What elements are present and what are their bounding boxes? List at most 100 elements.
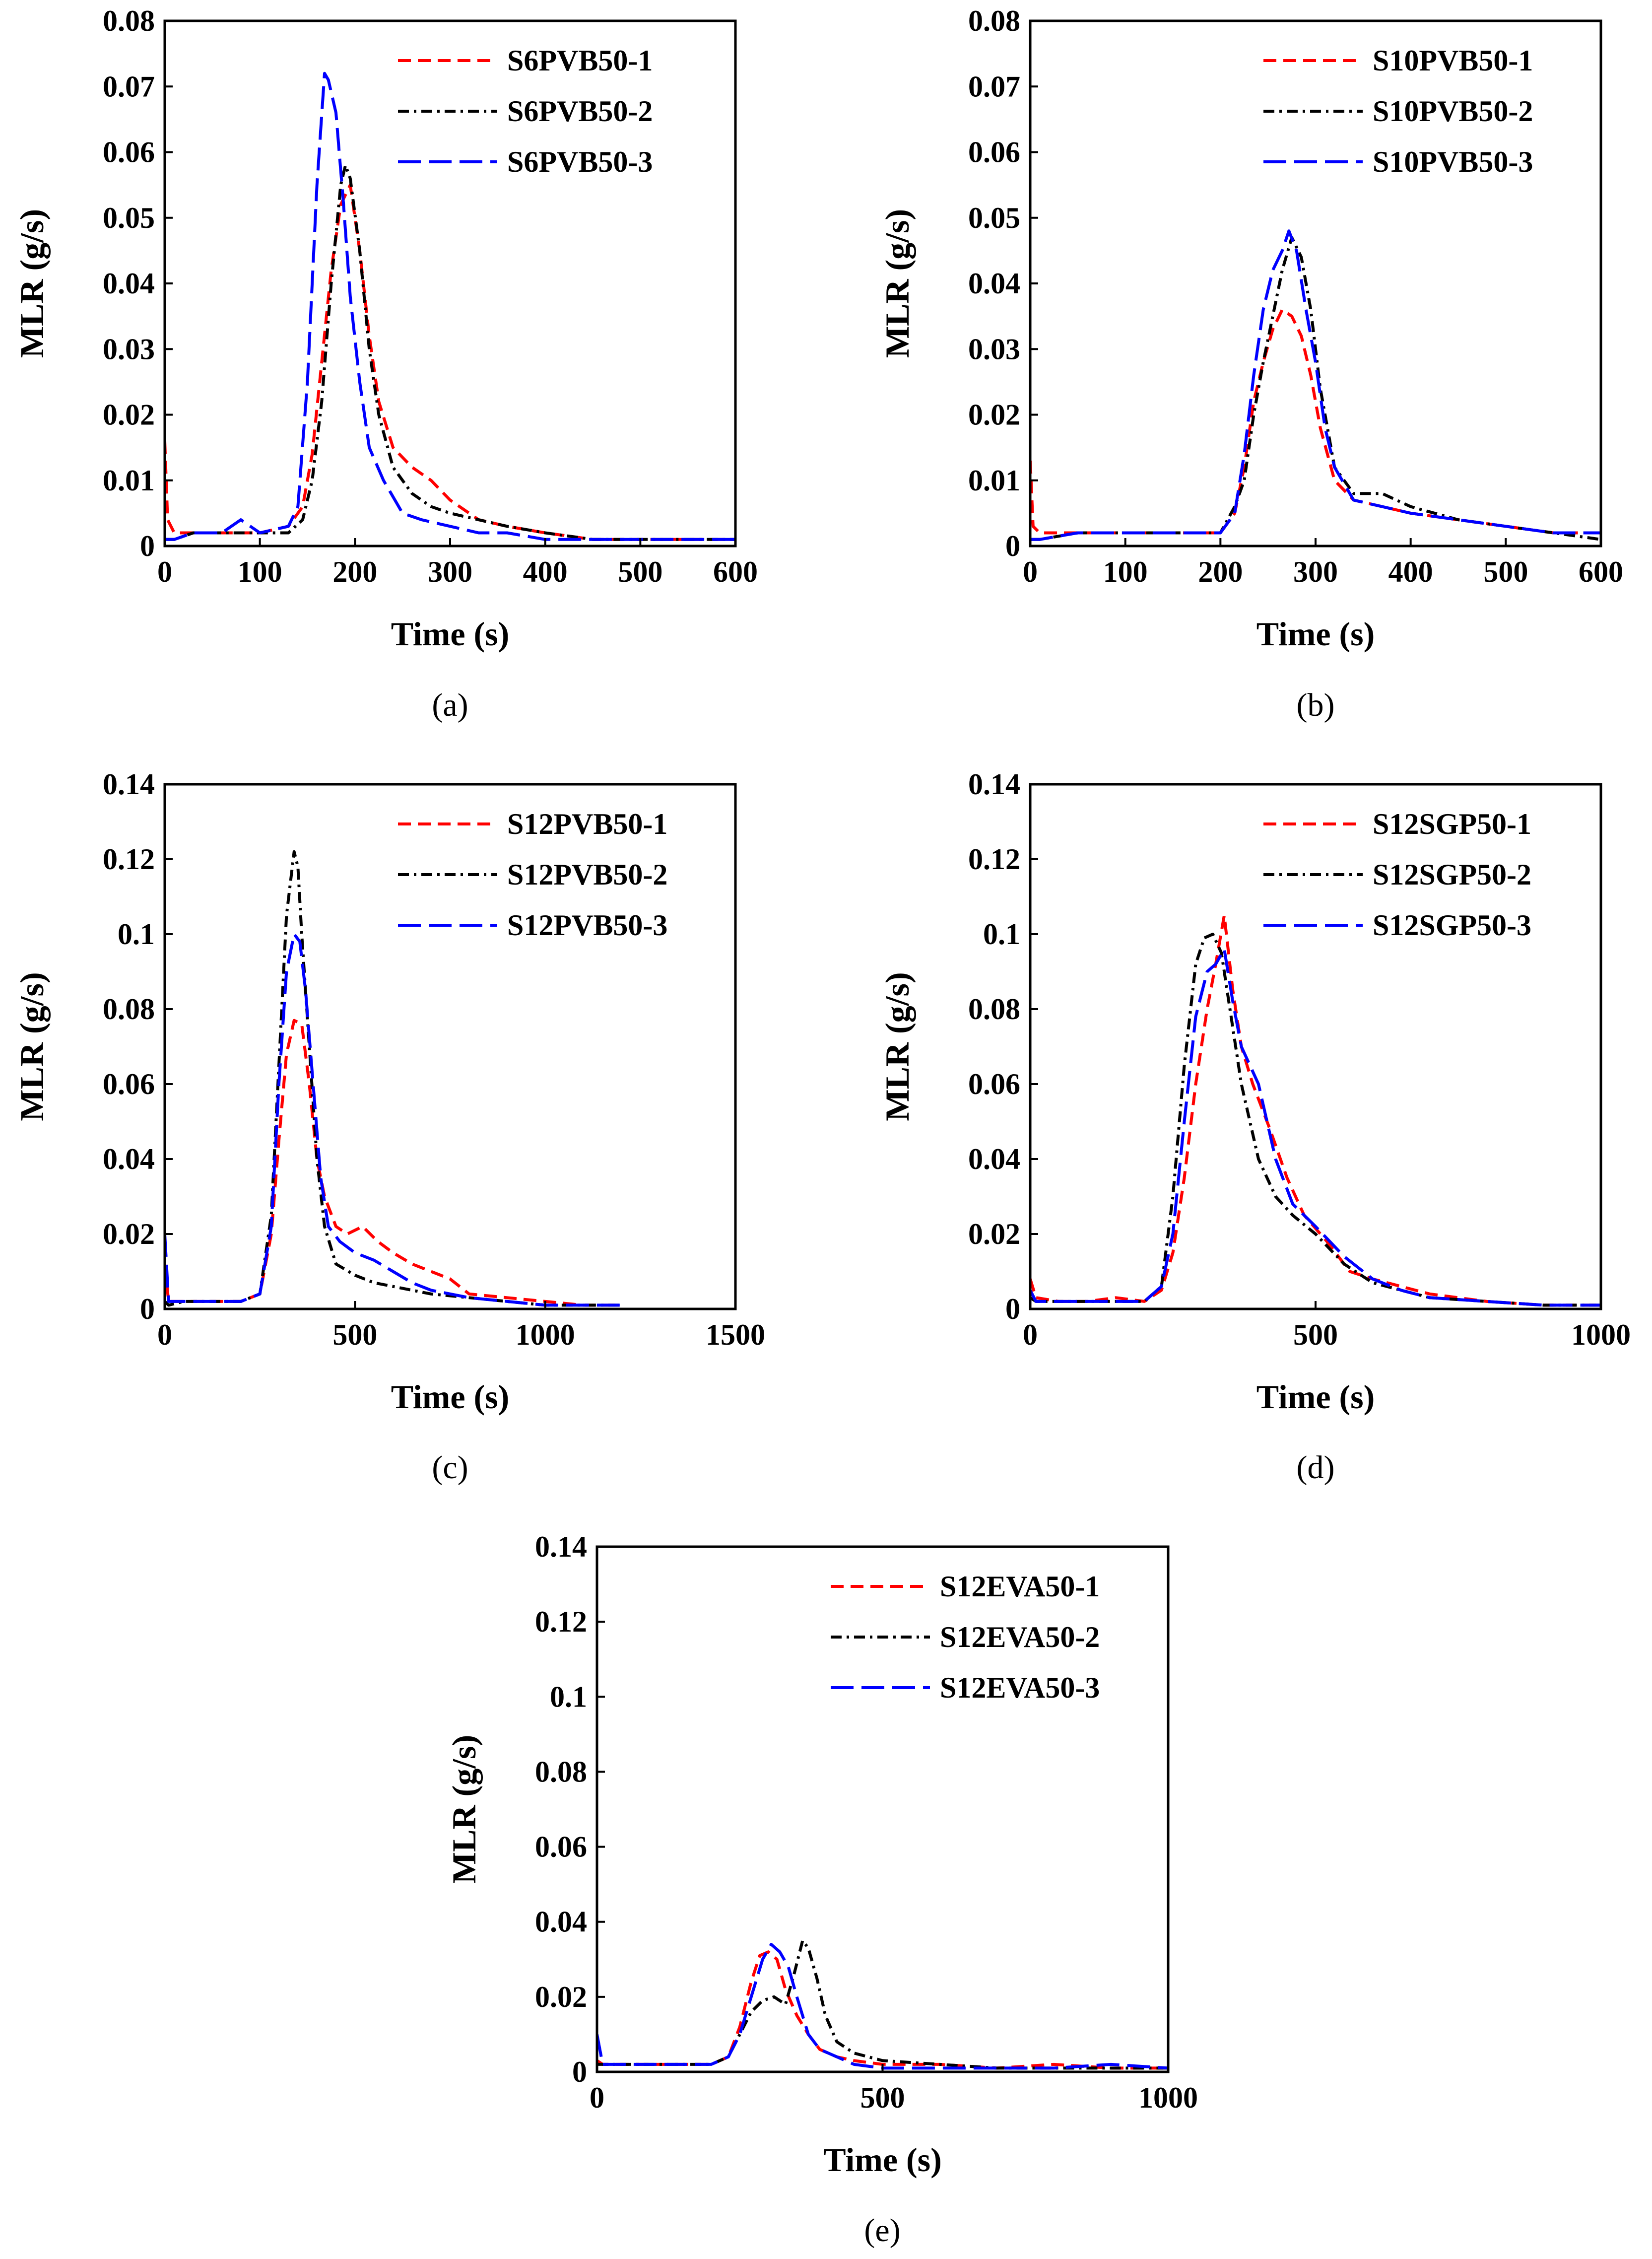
legend: S6PVB50-1 S6PVB50-2 S6PVB50-3 (398, 44, 653, 178)
series-line-2 (1030, 933, 1601, 1307)
y-tick-label: 0.07 (103, 70, 155, 103)
plot-frame (163, 783, 737, 1310)
x-axis-title: Time (s) (1256, 615, 1375, 653)
legend-label-3: S6PVB50-3 (507, 145, 653, 178)
y-tick-label: 0.14 (535, 1530, 587, 1563)
x-tick-label: 1000 (516, 1318, 575, 1351)
x-tick-label: 600 (1579, 555, 1623, 588)
y-axis-title: MLR (g/s) (878, 972, 916, 1121)
chart-panel-c: 0 0.02 0.04 0.06 0.08 0.1 0.12 0.14 0 500 1000 1500… (13, 768, 765, 1486)
legend-label-2: S12EVA50-2 (940, 1621, 1100, 1653)
y-tick-label: 0.08 (103, 4, 155, 37)
x-tick-label: 300 (1293, 555, 1338, 588)
y-axis-title: MLR (g/s) (878, 209, 916, 358)
y-tick-label: 0.06 (103, 136, 155, 169)
y-tick-label: 0.06 (103, 1068, 155, 1100)
y-tick-label: 0.04 (535, 1906, 587, 1938)
y-tick-label: 0.12 (103, 843, 155, 876)
y-tick-label: 0.07 (968, 70, 1020, 103)
series-line-2 (1030, 236, 1601, 541)
x-tick-label: 500 (332, 1318, 377, 1351)
y-tick-label: 0 (1005, 1293, 1020, 1325)
series-line-3 (165, 933, 621, 1307)
y-tick-label: 0.06 (968, 136, 1020, 169)
y-tick-label: 0.03 (103, 333, 155, 365)
legend-label-1: S12SGP50-1 (1373, 808, 1531, 840)
y-tick-label: 0.12 (535, 1605, 587, 1638)
legend: S12SGP50-1 S12SGP50-2 S12SGP50-3 (1263, 808, 1531, 942)
legend-label-1: S12PVB50-1 (507, 808, 667, 840)
series-line-3 (1030, 229, 1601, 541)
x-tick-label: 0 (1023, 1318, 1038, 1351)
chart-panel-a: 0 0.01 0.02 0.03 0.04 0.05 0.06 0.07 0.08 0 100 200… (13, 4, 758, 723)
y-tick-label: 0.12 (968, 843, 1020, 876)
chart-panel-d: 0 0.02 0.04 0.06 0.08 0.1 0.12 0.14 0 500 1000 Time… (878, 768, 1631, 1486)
series-line-1 (165, 183, 735, 541)
x-tick-label: 600 (713, 555, 758, 588)
y-tick-label: 0.1 (550, 1680, 587, 1713)
legend: S10PVB50-1 S10PVB50-2 S10PVB50-3 (1263, 44, 1533, 178)
x-tick-label: 1000 (1138, 2081, 1198, 2114)
y-tick-label: 0.1 (118, 918, 155, 951)
x-tick-label: 0 (157, 1318, 172, 1351)
series-line-2 (165, 164, 735, 541)
chart-panel-b: 0 0.01 0.02 0.03 0.04 0.05 0.06 0.07 0.08 0 100 200… (878, 4, 1623, 723)
x-tick-label: 200 (332, 555, 377, 588)
x-tick-label: 300 (428, 555, 472, 588)
series-line-3 (165, 71, 735, 541)
series-line-1 (165, 1019, 621, 1307)
x-tick-label: 500 (860, 2081, 905, 2114)
legend-label-2: S12SGP50-2 (1373, 858, 1531, 891)
series-line-1 (597, 1950, 1168, 2070)
x-tick-label: 400 (523, 555, 568, 588)
y-tick-label: 0.04 (103, 1143, 155, 1175)
legend: S12EVA50-1 S12EVA50-2 S12EVA50-3 (831, 1570, 1100, 1704)
panel-label: (e) (864, 2212, 900, 2249)
y-tick-label: 0.08 (968, 993, 1020, 1026)
legend-label-1: S10PVB50-1 (1373, 44, 1533, 77)
x-axis-title: Time (s) (823, 2141, 942, 2179)
y-tick-label: 0.1 (983, 918, 1020, 951)
y-tick-label: 0.04 (103, 267, 155, 300)
y-tick-label: 0.06 (535, 1831, 587, 1863)
legend-label-2: S10PVB50-2 (1373, 95, 1533, 128)
x-tick-label: 100 (238, 555, 282, 588)
y-tick-label: 0.02 (968, 1218, 1020, 1250)
legend-label-2: S12PVB50-2 (507, 858, 667, 891)
y-tick-label: 0.02 (968, 399, 1020, 431)
legend: S12PVB50-1 S12PVB50-2 S12PVB50-3 (398, 808, 667, 942)
y-tick-label: 0.08 (103, 993, 155, 1026)
y-axis-title: MLR (g/s) (13, 972, 51, 1121)
series-line-1 (1030, 914, 1601, 1307)
y-tick-label: 0.03 (968, 333, 1020, 365)
chart-panel-e: 0 0.02 0.04 0.06 0.08 0.1 0.12 0.14 0 500 1000 Time… (445, 1530, 1198, 2249)
panel-label: (d) (1297, 1449, 1335, 1486)
x-tick-label: 400 (1388, 555, 1433, 588)
y-tick-label: 0.02 (103, 1218, 155, 1250)
panel-label: (a) (432, 687, 468, 723)
y-tick-label: 0.01 (103, 464, 155, 497)
y-tick-label: 0.04 (968, 1143, 1020, 1175)
legend-label-1: S6PVB50-1 (507, 44, 653, 77)
legend-label-3: S12PVB50-3 (507, 909, 667, 942)
series-line-2 (597, 1939, 1168, 2070)
x-axis-title: Time (s) (391, 1378, 510, 1416)
y-axis-title: MLR (g/s) (13, 209, 51, 358)
y-tick-label: 0.05 (103, 202, 155, 234)
y-tick-label: 0.06 (968, 1068, 1020, 1100)
series-line-1 (1030, 308, 1601, 535)
x-tick-label: 200 (1198, 555, 1243, 588)
x-tick-label: 0 (1023, 555, 1038, 588)
x-tick-label: 1000 (1571, 1318, 1631, 1351)
y-tick-label: 0 (1005, 530, 1020, 562)
y-tick-label: 0.02 (535, 1981, 587, 2013)
x-tick-label: 500 (618, 555, 662, 588)
panel-label: (b) (1297, 687, 1335, 723)
panel-label: (c) (432, 1449, 468, 1486)
y-tick-label: 0.14 (103, 768, 155, 801)
x-tick-label: 1500 (706, 1318, 765, 1351)
series-line-3 (597, 1943, 1168, 2070)
y-tick-label: 0.04 (968, 267, 1020, 300)
x-tick-label: 100 (1103, 555, 1148, 588)
